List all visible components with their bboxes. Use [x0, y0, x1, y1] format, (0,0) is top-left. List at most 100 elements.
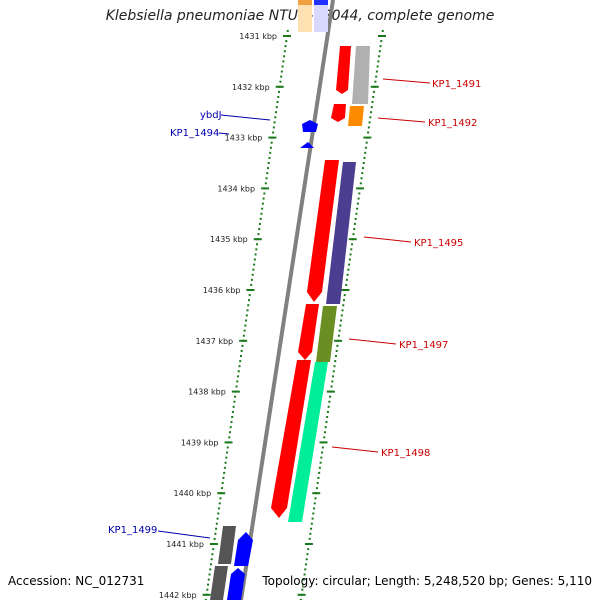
- outer-ring-dot: [360, 177, 363, 180]
- inner-ring-dot: [280, 70, 283, 73]
- inner-ring-dot: [238, 365, 241, 368]
- tick-label: 1436 kbp: [203, 286, 241, 295]
- genome-backbone: [239, 0, 335, 600]
- outer-ring-dot: [378, 50, 381, 53]
- inner-ring-dot: [207, 578, 210, 581]
- outer-ring-dot: [323, 431, 326, 434]
- gene-feature-red-long-3: [271, 360, 311, 518]
- outer-ring-dot: [340, 319, 343, 322]
- inner-ring-dot: [266, 167, 269, 170]
- inner-ring-dot: [266, 172, 269, 175]
- inner-ring-dot: [242, 334, 245, 337]
- inner-ring-dot: [256, 243, 259, 246]
- outer-ring-dot: [375, 75, 378, 78]
- inner-ring-dot: [282, 60, 285, 63]
- gene-features: [210, 0, 370, 600]
- outer-ring-dot: [334, 355, 337, 358]
- inner-ring-dot: [230, 421, 233, 424]
- inner-ring-dot: [228, 431, 231, 434]
- inner-ring-dot: [285, 40, 288, 43]
- outer-ring-dot: [348, 258, 351, 261]
- outer-ring-dot: [309, 532, 312, 535]
- outer-ring-dot: [368, 121, 371, 124]
- outer-ring-dot: [321, 451, 324, 454]
- inner-ring-dot: [265, 177, 268, 180]
- inner-ring-dot: [255, 248, 258, 251]
- outer-ring-dot: [379, 45, 382, 48]
- outer-ring-dot: [354, 217, 357, 220]
- inner-ring-dot: [275, 111, 278, 114]
- tick-label: 1432 kbp: [232, 83, 270, 92]
- gene-feature-green-1498: [288, 362, 328, 522]
- outer-ring-dot: [375, 70, 378, 73]
- outer-ring-dot: [361, 172, 364, 175]
- tick-label: 1435 kbp: [210, 235, 248, 244]
- gene-labels: KP1_1491 KP1_1492 KP1_1495 KP1_1497 KP1_…: [108, 79, 481, 536]
- outer-ring-dot: [348, 263, 351, 266]
- label-leaders: [157, 78, 431, 539]
- outer-ring-dot: [312, 512, 315, 515]
- inner-ring-dot: [283, 50, 286, 53]
- leader-kp1-1495: [363, 236, 412, 243]
- outer-ring-dot: [356, 202, 359, 205]
- outer-ring-dot: [332, 370, 335, 373]
- outer-ring-dot: [333, 365, 336, 368]
- accession-text: Accession: NC_012731: [8, 574, 145, 588]
- gene-feature-blue-ybdj: [302, 120, 318, 132]
- inner-ring-dot: [276, 101, 279, 104]
- outer-ring-dot: [371, 101, 374, 104]
- outer-ring-dot: [356, 207, 359, 210]
- outer-ring-dot: [307, 548, 310, 551]
- inner-ring-dot: [223, 471, 226, 474]
- outer-ring-dot: [338, 329, 341, 332]
- outer-ring-dot: [315, 487, 318, 490]
- inner-ring-dot: [261, 202, 264, 205]
- outer-ring-dot: [361, 167, 364, 170]
- outer-ring-dot: [370, 111, 373, 114]
- outer-ring-dot: [321, 446, 324, 449]
- outer-ring-dot: [310, 527, 313, 530]
- inner-ring-dot: [240, 349, 243, 352]
- outer-ring-dot: [314, 497, 317, 500]
- label-kp1-1491: KP1_1491: [432, 79, 481, 90]
- inner-ring-dot: [248, 294, 251, 297]
- outer-ring-dot: [358, 192, 361, 195]
- outer-ring-dot: [306, 553, 309, 556]
- inner-ring-dot: [246, 309, 249, 312]
- inner-ring-dot: [247, 304, 250, 307]
- outer-ring-dot: [372, 90, 375, 93]
- outer-ring-dot: [380, 40, 383, 43]
- tick-label: 1438 kbp: [188, 388, 226, 397]
- inner-ring-dot: [263, 192, 266, 195]
- gene-feature-blue-1494: [300, 142, 314, 148]
- outer-ring-dot: [357, 197, 360, 200]
- outer-ring-dot: [370, 106, 373, 109]
- inner-ring-dot: [215, 527, 218, 530]
- inner-ring-dot: [259, 217, 262, 220]
- inner-ring-dot: [272, 126, 275, 129]
- outer-ring-dot: [346, 273, 349, 276]
- inner-ring-dot: [220, 487, 223, 490]
- leader-kp1-1491: [382, 78, 431, 84]
- outer-ring-dot: [311, 517, 314, 520]
- outer-ring-dot: [301, 588, 304, 591]
- leader-kp1-1498: [331, 446, 379, 453]
- inner-ring-dot: [219, 497, 222, 500]
- outer-ring-dot: [318, 471, 321, 474]
- inner-ring-dot: [260, 212, 263, 215]
- label-ybdj: ybdJ: [200, 110, 222, 121]
- inner-ring-dot: [208, 573, 211, 576]
- inner-ring-dot: [234, 395, 237, 398]
- inner-ring-dot: [215, 522, 218, 525]
- tick-label: 1440 kbp: [174, 489, 212, 498]
- inner-ring-dot: [237, 375, 240, 378]
- inner-ring-dot: [279, 80, 282, 83]
- inner-ring-dot: [269, 151, 272, 154]
- outer-ring-dot: [365, 141, 368, 144]
- outer-ring-dot: [353, 228, 356, 231]
- inner-ring-dot: [218, 507, 221, 510]
- outer-ring-dot: [330, 385, 333, 388]
- outer-ring-dot: [351, 243, 354, 246]
- inner-ring-dot: [207, 583, 210, 586]
- outer-ring-dot: [350, 248, 353, 251]
